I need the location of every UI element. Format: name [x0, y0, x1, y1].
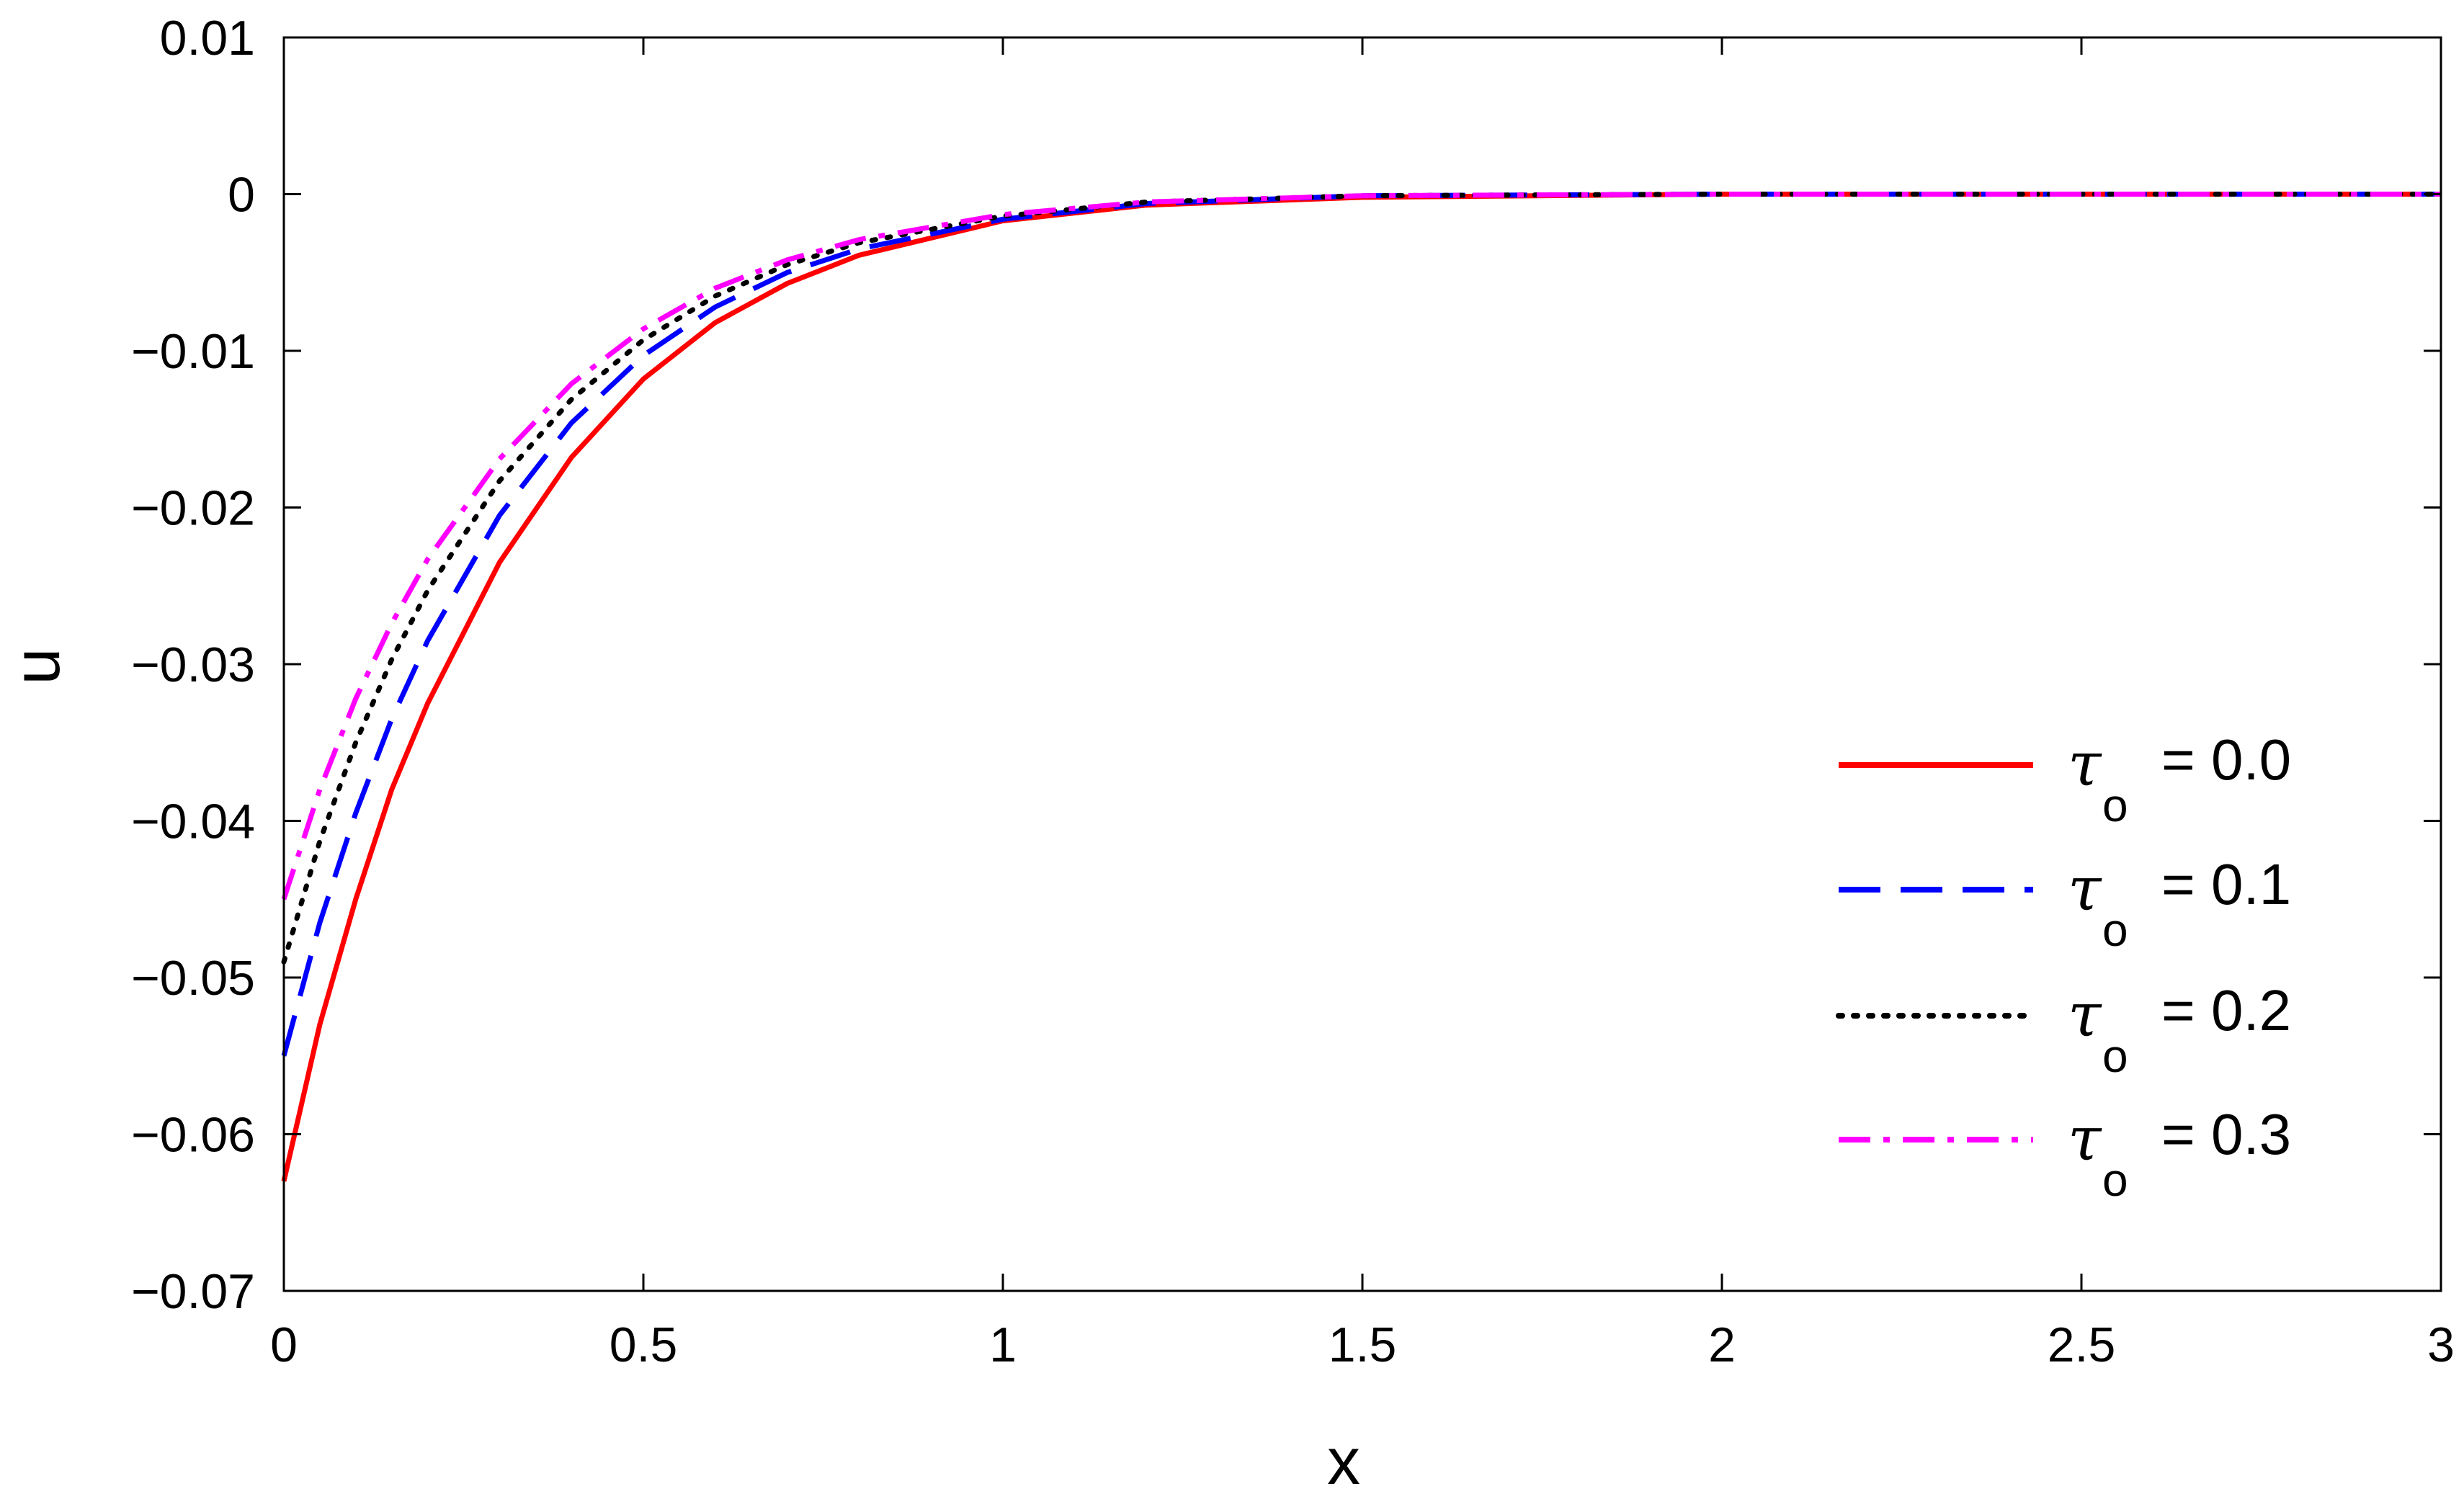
legend-subscript: o — [2102, 904, 2128, 956]
ticks-layer — [282, 36, 2442, 1292]
y-tick-label: 0.01 — [160, 11, 255, 66]
y-tick-label: −0.01 — [131, 324, 255, 379]
legend-label: = 0.3 — [2161, 1102, 2291, 1166]
y-tick-label: −0.02 — [131, 481, 255, 536]
legend: τo= 0.0τo= 0.1τo= 0.2τo= 0.3 — [1836, 728, 2291, 1206]
tick-labels-layer: 0 0.5 1 1.5 2 2.5 3 0.01 0 −0.01 −0.02 −0.03 −0.04 −0… — [131, 11, 2455, 1372]
y-tick-label: −0.06 — [131, 1108, 255, 1163]
legend-label: = 0.0 — [2161, 728, 2291, 792]
legend-item-0: τo = 0.0 — [1839, 728, 2291, 831]
legend-label: = 0.1 — [2161, 852, 2291, 916]
y-tick-label: 0 — [228, 168, 255, 223]
legend-item-1: τo = 0.1 — [1839, 852, 2291, 956]
y-tick-label: −0.05 — [131, 951, 255, 1006]
legend-label: = 0.2 — [2161, 978, 2291, 1042]
legend-item-3: τo = 0.3 — [1839, 1102, 2291, 1206]
y-tick-label: −0.04 — [131, 795, 255, 849]
legend-symbol: τ — [2068, 980, 2102, 1050]
legend-symbol: τ — [2068, 854, 2102, 924]
y-axis-title: u — [0, 648, 73, 684]
legend-subscript: o — [2102, 1030, 2128, 1082]
legend-symbol: τ — [2068, 729, 2102, 800]
x-tick-label: 0 — [270, 1318, 298, 1372]
x-tick-label: 3 — [2427, 1318, 2455, 1372]
y-tick-label: −0.07 — [131, 1264, 255, 1319]
y-tick-label: −0.03 — [131, 638, 255, 692]
series-line-1 — [281, 192, 2441, 1057]
series-layer — [281, 192, 2444, 1182]
legend-item-2: τo = 0.2 — [1836, 978, 2291, 1082]
x-tick-label: 2 — [1708, 1318, 1736, 1372]
legend-subscript: o — [2102, 1154, 2128, 1206]
x-tick-label: 1 — [989, 1318, 1017, 1372]
x-tick-label: 2.5 — [2048, 1318, 2116, 1372]
x-tick-label: 1.5 — [1329, 1318, 1397, 1372]
legend-subscript: o — [2102, 779, 2128, 831]
series-line-3 — [281, 192, 2441, 900]
legend-symbol: τ — [2068, 1104, 2102, 1174]
series-line-2 — [281, 192, 2444, 965]
x-axis-title: x — [1327, 1425, 1360, 1498]
x-tick-label: 0.5 — [610, 1318, 678, 1372]
